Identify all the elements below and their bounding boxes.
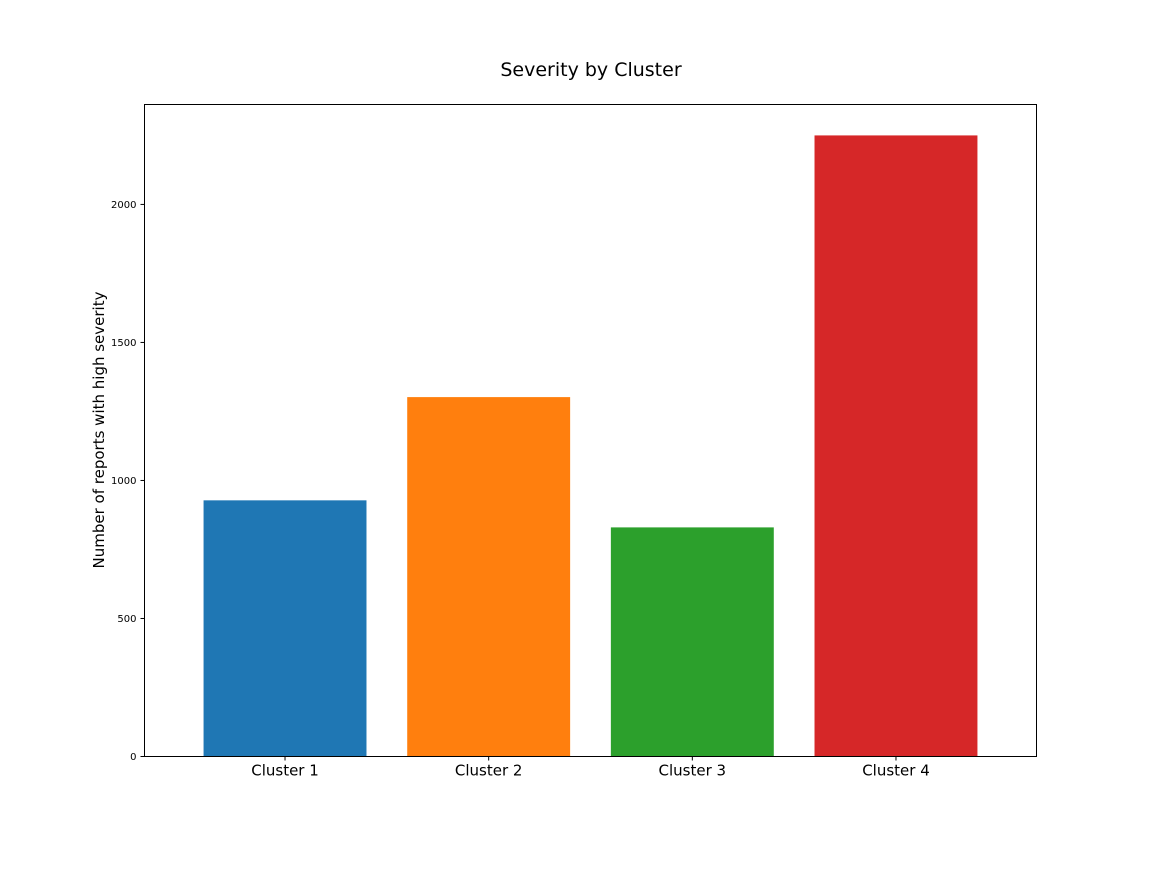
y-tick-label: 1000 <box>111 476 136 487</box>
bar-cluster-3 <box>610 527 774 757</box>
y-tick-label: 2000 <box>111 200 136 211</box>
plot-frame <box>144 104 1037 757</box>
bar-cluster-1 <box>203 500 367 757</box>
y-axis-label: Number of reports with high severity <box>90 291 108 568</box>
x-axis: Cluster 1 Cluster 2 Cluster 3 Cluster 4 <box>251 756 930 780</box>
y-tick-label: 500 <box>117 614 136 625</box>
x-tick-label: Cluster 4 <box>862 762 930 780</box>
x-tick-label: Cluster 2 <box>455 762 523 780</box>
chart-title: Severity by Cluster <box>500 59 681 81</box>
bar-cluster-2 <box>407 397 571 757</box>
y-tick-label: 1500 <box>111 338 136 349</box>
x-tick-label: Cluster 1 <box>251 762 319 780</box>
bars-layer <box>203 135 978 757</box>
bar-cluster-4 <box>814 135 978 757</box>
y-axis: 0 500 1000 1500 2000 <box>111 200 145 763</box>
y-tick-label: 0 <box>130 752 136 763</box>
x-tick-label: Cluster 3 <box>659 762 727 780</box>
